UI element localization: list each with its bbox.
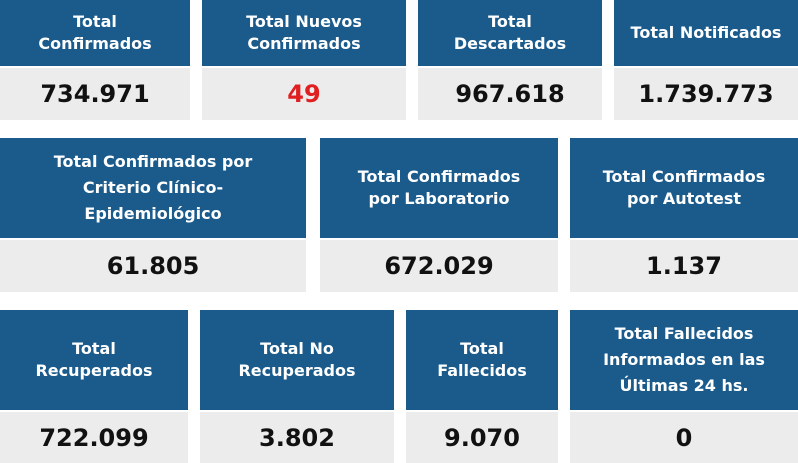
card-total-confirmados: Total Confirmados 734.971 — [0, 0, 190, 120]
card-label: Total Notificados — [614, 0, 798, 66]
card-label: Total Recuperados — [0, 310, 188, 410]
card-total-descartados: Total Descartados 967.618 — [418, 0, 602, 120]
card-value: 9.070 — [406, 412, 558, 463]
card-value: 3.802 — [200, 412, 394, 463]
card-label: Total Descartados — [418, 0, 602, 66]
card-confirmados-criterio-clinico: Total Confirmados por Criterio Clínico- … — [0, 138, 306, 292]
card-label: Total Confirmados — [0, 0, 190, 66]
card-total-recuperados: Total Recuperados 722.099 — [0, 310, 188, 463]
card-value: 734.971 — [0, 68, 190, 120]
card-value: 61.805 — [0, 240, 306, 292]
card-value: 0 — [570, 412, 798, 463]
card-label: Total Confirmados por Laboratorio — [320, 138, 558, 238]
card-label: Total Confirmados por Autotest — [570, 138, 798, 238]
card-value: 672.029 — [320, 240, 558, 292]
card-value: 1.137 — [570, 240, 798, 292]
card-confirmados-laboratorio: Total Confirmados por Laboratorio 672.02… — [320, 138, 558, 292]
card-value: 967.618 — [418, 68, 602, 120]
card-total-nuevos-confirmados: Total Nuevos Confirmados 49 — [202, 0, 406, 120]
card-total-notificados: Total Notificados 1.739.773 — [614, 0, 798, 120]
card-total-fallecidos: Total Fallecidos 9.070 — [406, 310, 558, 463]
card-fallecidos-ultimas-24hs: Total Fallecidos Informados en las Últim… — [570, 310, 798, 463]
card-label: Total No Recuperados — [200, 310, 394, 410]
card-value: 722.099 — [0, 412, 188, 463]
card-label: Total Fallecidos Informados en las Últim… — [570, 310, 798, 410]
card-label: Total Fallecidos — [406, 310, 558, 410]
card-confirmados-autotest: Total Confirmados por Autotest 1.137 — [570, 138, 798, 292]
card-label: Total Nuevos Confirmados — [202, 0, 406, 66]
card-label: Total Confirmados por Criterio Clínico- … — [0, 138, 306, 238]
card-total-no-recuperados: Total No Recuperados 3.802 — [200, 310, 394, 463]
card-value: 49 — [202, 68, 406, 120]
card-value: 1.739.773 — [614, 68, 798, 120]
